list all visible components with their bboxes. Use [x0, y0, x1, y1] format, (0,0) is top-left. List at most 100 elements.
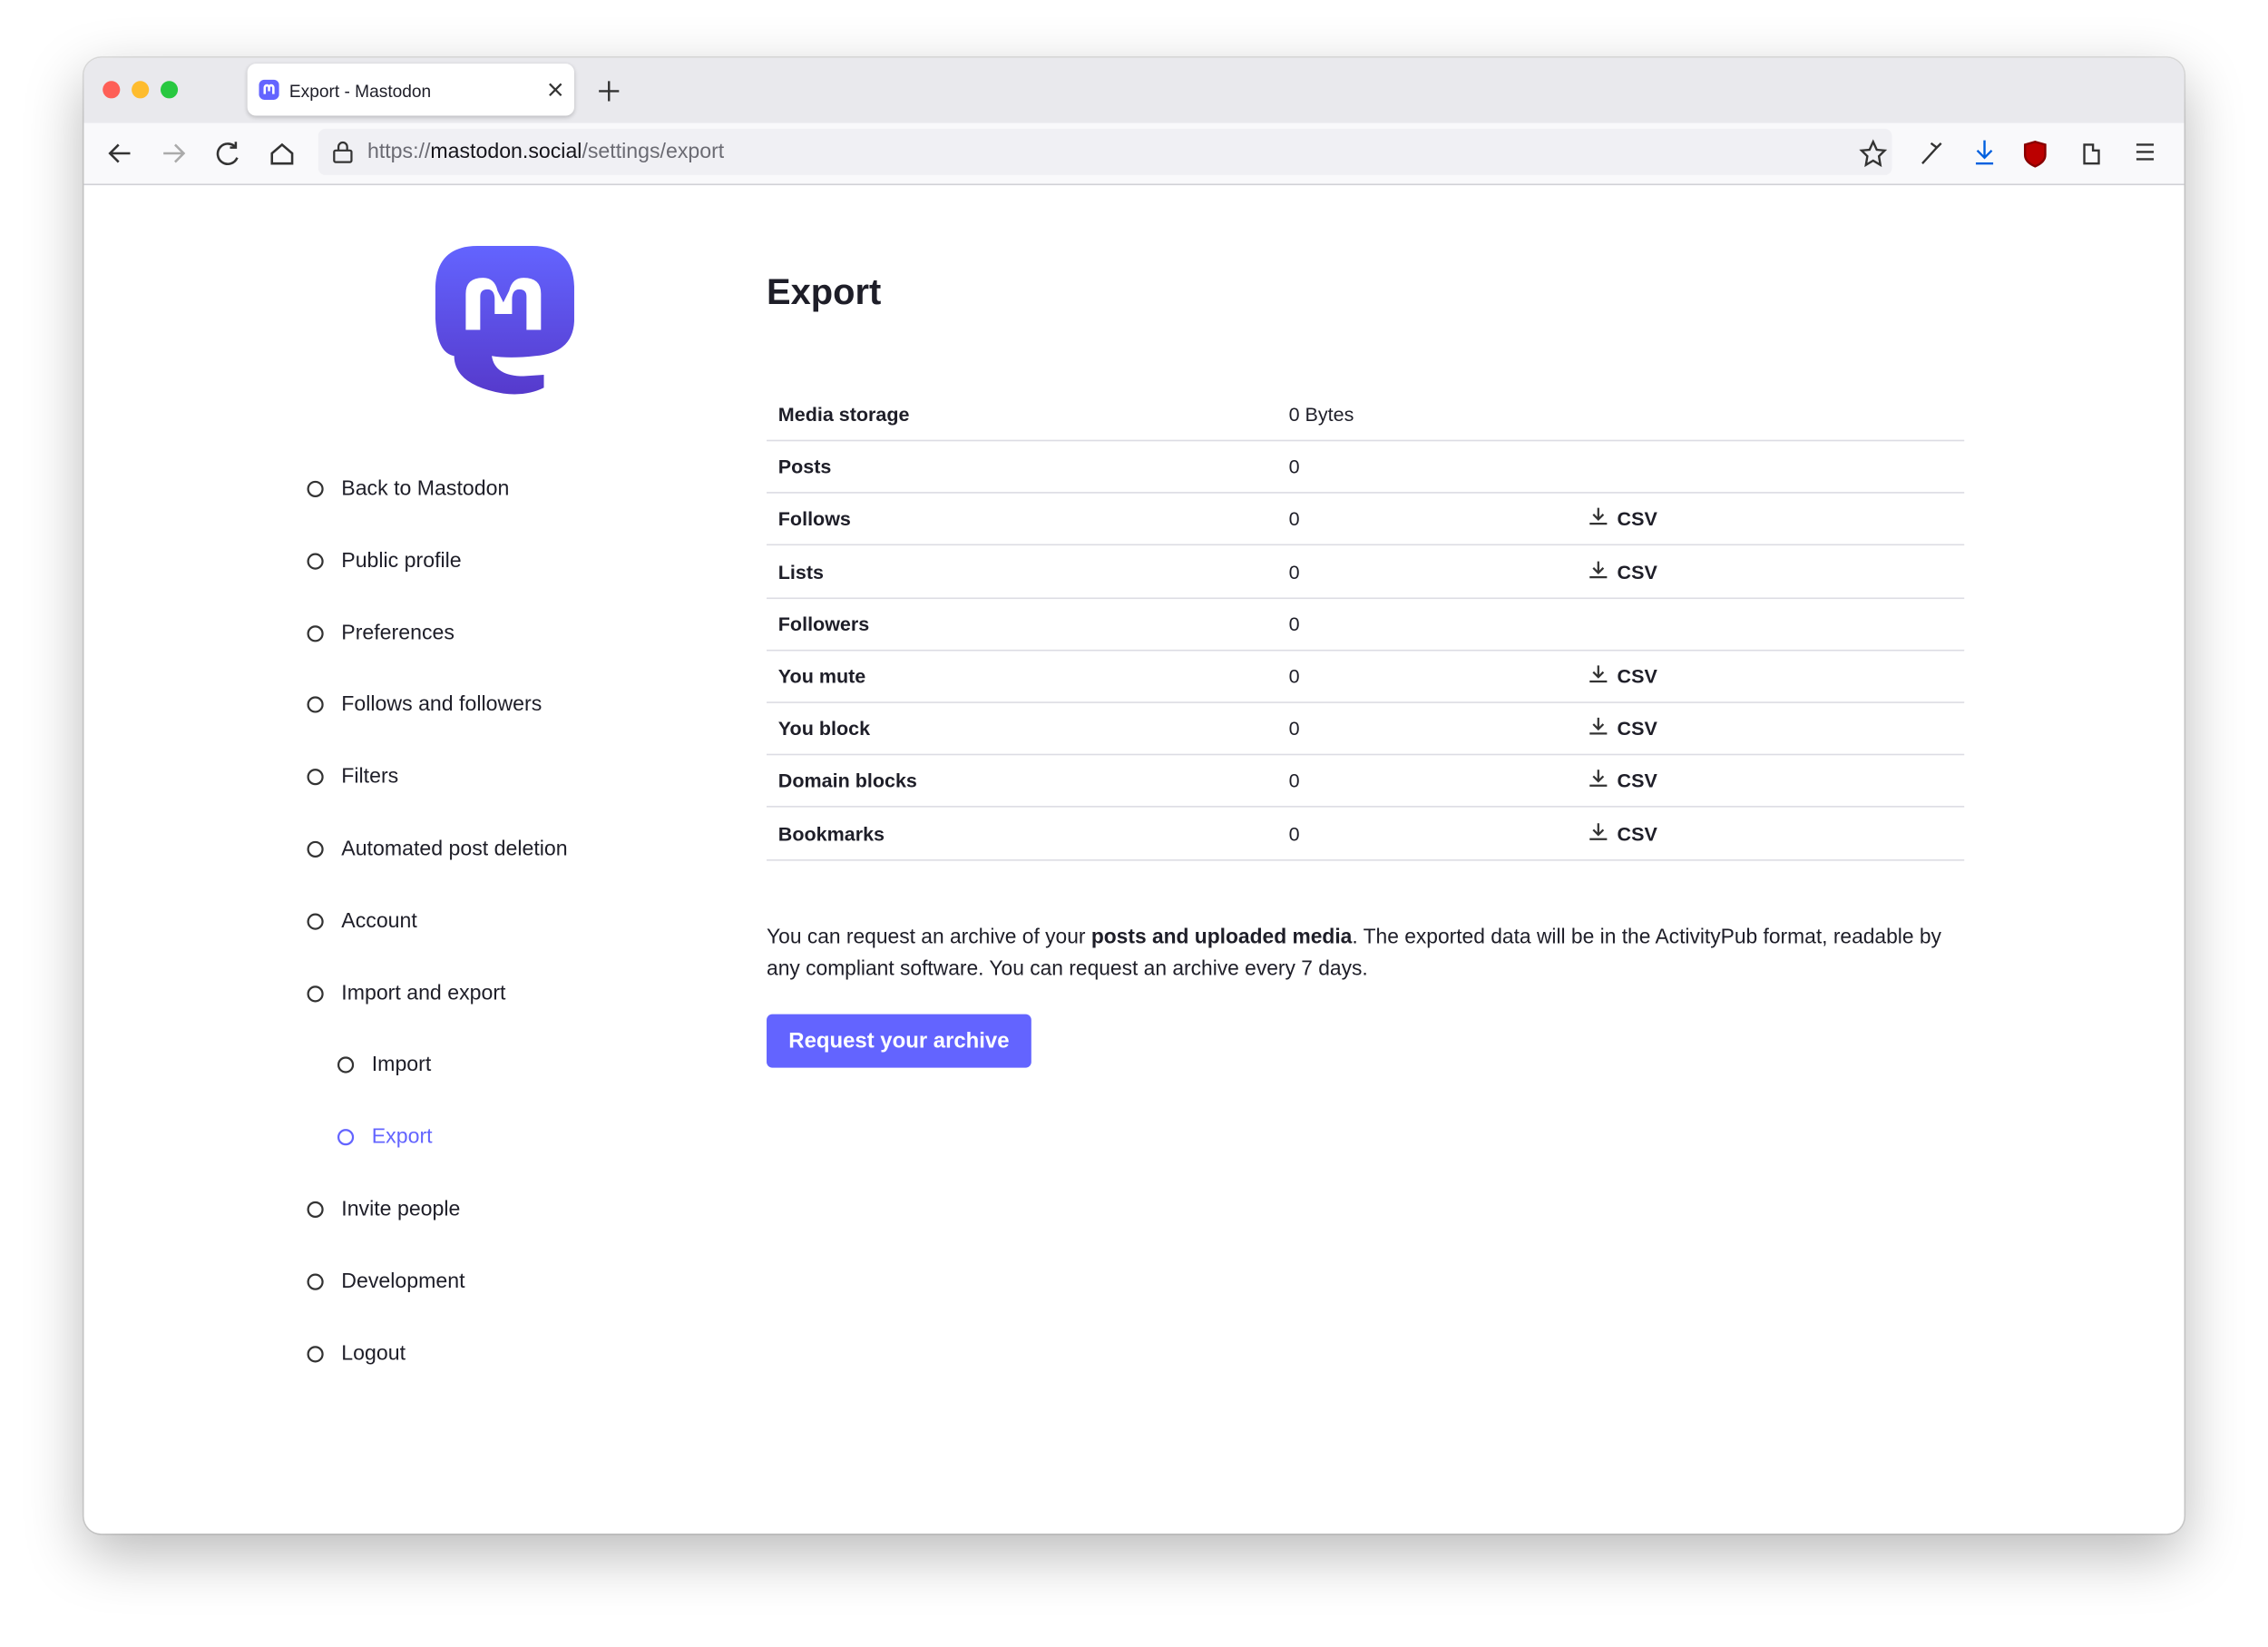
cell-value: 0 — [1288, 770, 1300, 792]
nav-item[interactable]: Account — [307, 909, 417, 934]
csv-link[interactable]: CSV — [1617, 560, 1657, 583]
url-host: mastodon.social — [430, 140, 582, 164]
nav-buttons[interactable] — [83, 123, 315, 184]
nav-icon — [307, 985, 324, 1002]
nav-label: Logout — [341, 1341, 406, 1366]
nav-label: Filters — [341, 765, 399, 789]
url-scheme: https:// — [367, 140, 431, 164]
description-text: . The exported data will be in the Activ… — [767, 926, 1941, 982]
tab-close[interactable] — [548, 83, 562, 97]
cell-value: 0 — [1288, 718, 1300, 740]
nav-item[interactable]: Preferences — [307, 621, 455, 645]
cell-label: Lists — [777, 560, 825, 583]
nav-label: Export — [371, 1125, 433, 1150]
nav-icon — [307, 697, 324, 714]
nav-label: Development — [341, 1270, 465, 1294]
nav-label: Preferences — [341, 621, 455, 645]
nav-icon — [307, 913, 324, 930]
csv-link[interactable]: CSV — [1617, 508, 1657, 531]
description-bold: posts and uploaded media — [1090, 926, 1353, 949]
nav-icon — [307, 480, 324, 497]
lock — [333, 142, 353, 163]
cell-value: 0 — [1288, 508, 1300, 531]
nav-icon — [307, 553, 324, 570]
csv-link[interactable]: CSV — [1617, 665, 1657, 688]
toolbar-icons[interactable] — [1856, 123, 2160, 184]
nav-icon — [337, 1057, 355, 1074]
description-text: You can request an archive of your — [767, 926, 1091, 949]
url-bar[interactable]: https://mastodon.social/settings/export — [318, 128, 1892, 175]
table-row: Bookmarks 0 CSV — [767, 807, 1965, 861]
table-row: Posts 0 — [767, 440, 1965, 494]
download-icon — [1589, 822, 1608, 840]
cell-value: 0 — [1288, 822, 1300, 845]
nav-item[interactable]: Follows and followers — [307, 693, 543, 717]
toolbar: https://mastodon.social/settings/export — [83, 123, 2185, 186]
mastodon-logo — [435, 246, 574, 395]
cell-value: 0 Bytes — [1288, 403, 1354, 426]
cell-label: Follows — [777, 508, 851, 531]
url-path: /settings/export — [582, 140, 725, 164]
page-heading: Export — [767, 271, 882, 313]
download-icon — [1589, 770, 1608, 788]
cell-label: You block — [777, 718, 871, 740]
table-row: You block 0 CSV — [767, 702, 1965, 756]
nav-label: Public profile — [341, 549, 462, 574]
request-archive-button[interactable]: Request your archive — [767, 1014, 1031, 1068]
description: You can request an archive of your posts… — [767, 922, 1967, 985]
tab[interactable]: Export - Mastodon — [247, 64, 574, 116]
url: https://mastodon.social/settings/export — [367, 141, 724, 164]
nav-icon — [307, 1273, 324, 1290]
nav-item[interactable]: Development — [307, 1270, 465, 1294]
csv-link[interactable]: CSV — [1617, 822, 1657, 845]
nav-item[interactable]: Filters — [307, 765, 399, 789]
nav-label: Back to Mastodon — [341, 477, 510, 501]
download-icon — [1589, 718, 1608, 735]
nav-label: Invite people — [341, 1198, 461, 1221]
nav-icon — [307, 769, 324, 786]
close-dot[interactable] — [103, 81, 121, 99]
nav-icon — [307, 1201, 324, 1219]
nav-label: Import — [371, 1054, 432, 1077]
nav-item[interactable]: Export — [337, 1125, 433, 1150]
download-icon — [1589, 665, 1608, 683]
nav-item[interactable]: Public profile — [307, 549, 462, 574]
tab-bar: Export - Mastodon — [83, 57, 2185, 123]
cell-label: Domain blocks — [777, 770, 917, 792]
nav-icon — [307, 840, 324, 858]
table-row: Followers 0 — [767, 597, 1965, 652]
nav-item[interactable]: Automated post deletion — [307, 838, 568, 861]
table-row: You mute 0 CSV — [767, 650, 1965, 703]
nav-icon — [307, 624, 324, 642]
nav-item[interactable]: Invite people — [307, 1198, 461, 1221]
nav-icon — [337, 1129, 355, 1146]
csv-link[interactable]: CSV — [1617, 718, 1657, 740]
zoom-dot[interactable] — [160, 81, 179, 99]
nav-label: Account — [341, 909, 417, 934]
cell-value: 0 — [1288, 665, 1300, 688]
nav-item[interactable]: Back to Mastodon — [307, 477, 510, 501]
table-row: Follows 0 CSV — [767, 493, 1965, 546]
nav-label: Import and export — [341, 981, 506, 1005]
nav-label: Automated post deletion — [341, 838, 568, 861]
browser-window: Export - Mastodon https://mastodon.socia… — [83, 57, 2185, 1534]
table-row: Media storage 0 Bytes — [767, 387, 1965, 442]
cell-value: 0 — [1288, 456, 1300, 478]
nav-item[interactable]: Import and export — [307, 981, 506, 1005]
csv-link[interactable]: CSV — [1617, 770, 1657, 792]
cell-value: 0 — [1288, 613, 1300, 635]
table-row: Lists 0 CSV — [767, 544, 1965, 599]
nav-item[interactable]: Logout — [307, 1341, 406, 1366]
nav-item[interactable]: Import — [337, 1054, 432, 1077]
minimize-dot[interactable] — [132, 81, 150, 99]
cell-label: Bookmarks — [777, 822, 885, 845]
nav-label: Follows and followers — [341, 693, 543, 717]
new-tab[interactable] — [599, 81, 620, 102]
cell-label: Followers — [777, 613, 870, 635]
table-row: Domain blocks 0 CSV — [767, 754, 1965, 809]
favicon — [259, 79, 279, 101]
cell-value: 0 — [1288, 560, 1300, 583]
download-icon — [1589, 508, 1608, 525]
